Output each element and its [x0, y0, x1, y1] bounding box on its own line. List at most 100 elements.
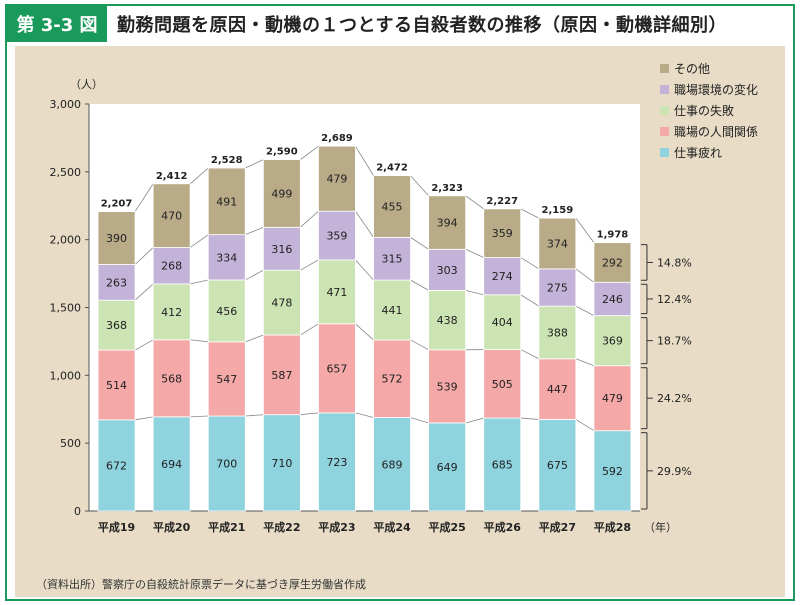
connector-line [134, 247, 154, 265]
connector-line [134, 183, 154, 212]
connector-line [575, 305, 595, 316]
total-label: 2,323 [431, 183, 463, 194]
connector-line [410, 417, 429, 424]
share-label: 29.9% [657, 465, 692, 478]
data-label: 359 [326, 230, 347, 243]
data-label: 334 [216, 251, 237, 264]
connector-line [410, 339, 429, 351]
bar-segment [207, 234, 246, 281]
connector-line [465, 248, 484, 258]
connector-line [300, 412, 319, 416]
y-axis-label: （人） [70, 78, 103, 91]
bar-segment [483, 294, 522, 350]
bar-segment [483, 417, 522, 512]
data-label: 499 [271, 187, 292, 200]
bar-segment [593, 281, 632, 317]
data-label: 274 [492, 270, 513, 283]
bar-segment [428, 195, 467, 250]
connector-line [410, 237, 429, 250]
x-tick-label: 平成21 [208, 520, 245, 534]
legend-swatch [660, 106, 669, 115]
legend-swatch [660, 85, 669, 94]
connector-line [134, 283, 154, 301]
x-tick-label: 平成23 [318, 520, 355, 534]
bar-segment [207, 415, 246, 512]
bar-segment [318, 145, 356, 212]
connector-line [245, 159, 264, 169]
y-tick-label: 500 [60, 437, 81, 450]
legend-label: 仕事疲れ [674, 145, 722, 160]
legend-swatch [660, 64, 669, 73]
bar-segment [428, 290, 467, 351]
data-label: 359 [492, 227, 513, 240]
data-label: 592 [602, 465, 623, 478]
x-axis-unit: （年） [644, 520, 677, 534]
connector-line [355, 323, 374, 341]
total-label: 2,689 [321, 133, 353, 144]
bar-segment [262, 159, 301, 228]
bar-segment [373, 236, 411, 281]
x-tick-label: 平成28 [594, 520, 631, 534]
bar-segment [373, 279, 411, 341]
data-label: 456 [216, 305, 237, 318]
bar-segment [152, 183, 191, 248]
data-label: 412 [161, 306, 182, 319]
connector-line [300, 259, 319, 271]
total-label: 2,159 [542, 205, 574, 216]
connector-line [520, 349, 540, 360]
bar-segment [593, 242, 632, 283]
total-label: 2,528 [211, 155, 243, 166]
data-label: 275 [547, 281, 568, 294]
bar-segment [483, 208, 522, 258]
connector-line [134, 416, 154, 421]
data-label: 303 [437, 264, 458, 277]
data-label: 470 [161, 210, 182, 223]
data-label: 572 [382, 373, 403, 386]
data-label: 547 [216, 373, 237, 386]
bar-segment [373, 417, 411, 512]
total-label: 2,207 [101, 199, 133, 210]
y-tick-label: 2,000 [50, 234, 82, 247]
data-label: 694 [161, 458, 182, 471]
figure-title: 勤務問題を原因・動機の１つとする自殺者数の推移（原因・動機詳細別） [117, 15, 727, 36]
connector-line [189, 234, 209, 248]
bar-segment [207, 167, 246, 236]
connector-line [520, 257, 540, 270]
y-tick-label: 1,500 [50, 302, 82, 315]
bar-segment [97, 419, 136, 512]
data-label: 268 [161, 260, 182, 273]
data-label: 700 [216, 458, 237, 471]
bar-segment [373, 175, 411, 238]
data-label: 491 [216, 195, 237, 208]
connector-line [575, 358, 595, 367]
data-label: 404 [492, 316, 513, 329]
connector-line [575, 419, 595, 432]
bar-segment [152, 283, 191, 341]
x-tick-label: 平成22 [263, 520, 300, 534]
data-label: 478 [271, 297, 292, 310]
connector-line [134, 339, 154, 351]
bar-segment [318, 259, 356, 325]
connector-line [355, 210, 374, 238]
data-label: 479 [602, 392, 623, 405]
connector-line [410, 279, 429, 291]
connector-line [465, 195, 484, 210]
connector-line [245, 226, 264, 236]
bar-segment [97, 211, 136, 265]
data-label: 471 [326, 286, 347, 299]
data-label: 388 [547, 326, 568, 339]
legend-swatch [660, 127, 669, 136]
data-label: 723 [326, 456, 347, 469]
bar-segment [262, 226, 301, 271]
connector-line [189, 167, 209, 185]
data-label: 292 [602, 256, 623, 269]
data-label: 263 [106, 276, 127, 289]
data-label: 479 [326, 173, 347, 186]
connector-line [190, 415, 209, 418]
data-label: 394 [437, 217, 458, 230]
data-label: 657 [326, 362, 347, 375]
connector-line [410, 175, 429, 197]
share-label: 24.2% [657, 392, 692, 405]
legend-label: その他 [674, 62, 710, 76]
